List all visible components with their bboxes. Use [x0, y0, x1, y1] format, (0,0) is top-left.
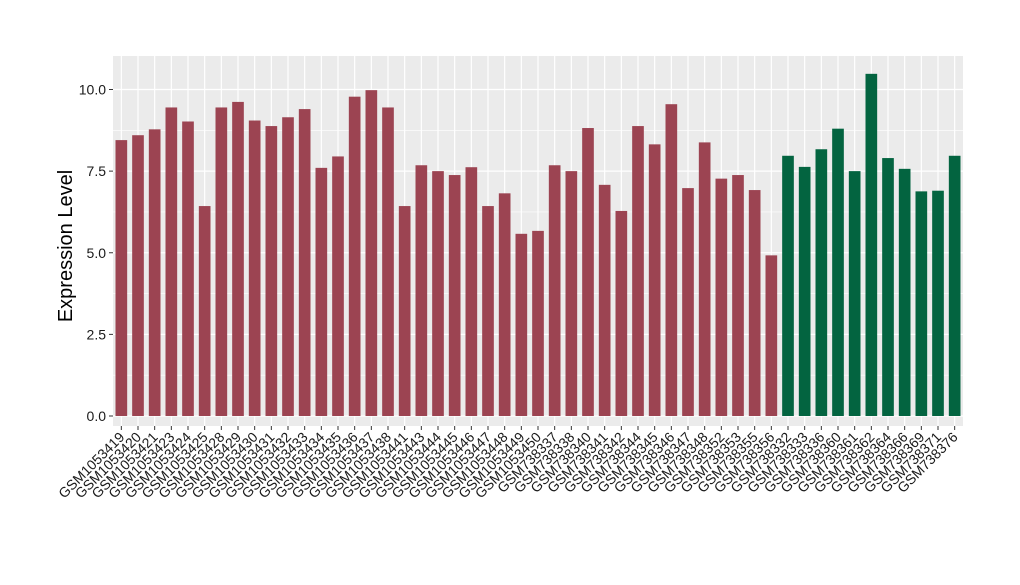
- bar: [398, 206, 411, 416]
- bar: [832, 128, 844, 416]
- bar: [465, 167, 478, 416]
- bar: [182, 121, 194, 416]
- bar: [598, 184, 611, 416]
- y-tick-label: 0.0: [87, 408, 107, 424]
- bar: [448, 175, 461, 416]
- bar: [815, 149, 828, 416]
- bar: [632, 126, 644, 417]
- bar: [298, 109, 311, 416]
- bar: [332, 156, 344, 416]
- bar: [948, 155, 961, 417]
- bar: [715, 178, 728, 416]
- bar: [848, 171, 861, 416]
- y-tick-label: 5.0: [87, 245, 107, 261]
- y-tick-label: 7.5: [87, 163, 107, 179]
- bar: [565, 171, 578, 416]
- bar: [615, 210, 628, 416]
- bar: [132, 135, 144, 416]
- bar: [348, 96, 361, 417]
- y-tick-label: 10.0: [79, 82, 106, 98]
- bar: [515, 233, 528, 416]
- y-axis-label: Expression Level: [55, 170, 77, 322]
- bar: [532, 230, 544, 416]
- bar: [232, 101, 244, 417]
- bar: [315, 167, 328, 416]
- bar: [865, 73, 878, 416]
- bar: [282, 117, 294, 416]
- bar: [415, 165, 428, 416]
- bar: [798, 166, 811, 416]
- bar: [215, 107, 228, 417]
- bar: [198, 206, 211, 416]
- bar: [765, 255, 778, 416]
- bar: [115, 140, 128, 417]
- bar: [732, 175, 744, 416]
- y-tick-label: 2.5: [87, 326, 107, 342]
- bar: [882, 158, 894, 416]
- bar: [748, 190, 761, 416]
- bars-group: [115, 73, 961, 417]
- bar: [248, 120, 261, 416]
- bar: [265, 126, 278, 417]
- bar: [165, 107, 178, 417]
- bar: [915, 191, 928, 416]
- bar: [482, 206, 494, 416]
- bar: [548, 165, 561, 416]
- bar: [582, 128, 594, 417]
- bar: [682, 188, 694, 416]
- bar: [698, 142, 711, 416]
- bar: [665, 104, 678, 416]
- bar: [382, 107, 394, 417]
- bar: [782, 155, 794, 417]
- bar: [932, 190, 944, 416]
- x-axis: GSM1053419GSM1053420GSM1053421GSM1053423…: [55, 426, 961, 501]
- bar: [148, 129, 161, 416]
- y-axis: 0.0 2.5 5.0 7.5 10.0: [79, 82, 113, 424]
- bar: [648, 144, 661, 417]
- bar: [898, 168, 911, 416]
- bar: [432, 171, 444, 416]
- bar: [498, 193, 511, 416]
- bar: [365, 90, 378, 416]
